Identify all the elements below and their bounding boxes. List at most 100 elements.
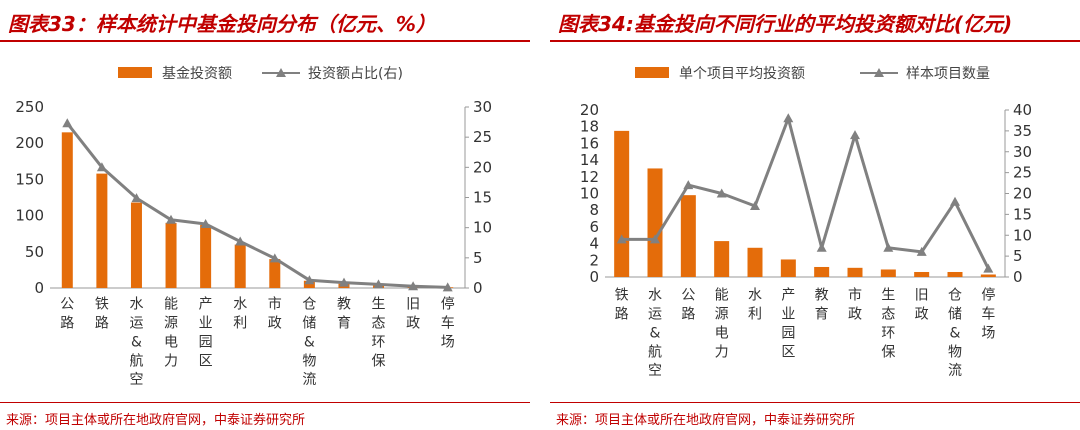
category-label: 旧政 — [406, 297, 420, 332]
chart-panel-right: 图表34:基金投向不同行业的平均投资额对比(亿元) 单个项目平均投资额 样本项目数… — [550, 0, 1080, 430]
category-label: 旧政 — [915, 288, 929, 323]
left-tick-label: 8 — [589, 201, 599, 219]
line-point — [783, 113, 794, 123]
series-line — [66, 122, 448, 289]
right-tick-label: 25 — [473, 128, 492, 146]
left-tick-label: 6 — [589, 218, 599, 236]
line-point — [616, 234, 627, 244]
chart-title: 图表34:基金投向不同行业的平均投资额对比(亿元) — [558, 12, 1013, 36]
left-tick-label: 50 — [25, 243, 44, 261]
left-tick-label: 10 — [580, 185, 599, 203]
bar — [814, 266, 830, 277]
left-tick-label: 2 — [589, 251, 599, 269]
line-point — [716, 188, 727, 198]
title-divider — [0, 40, 530, 42]
right-tick-label: 25 — [1013, 164, 1032, 182]
line-point — [408, 281, 419, 291]
bar — [914, 271, 930, 277]
right-tick-label: 20 — [473, 158, 492, 176]
series-line — [621, 116, 990, 270]
left-tick-label: 250 — [15, 98, 44, 116]
right-tick-label: 35 — [1013, 122, 1032, 140]
bar — [847, 267, 863, 277]
right-tick-label: 0 — [473, 279, 483, 297]
category-label: 生态环保 — [881, 288, 895, 361]
left-tick-label: 20 — [580, 101, 599, 119]
line-point — [304, 275, 315, 285]
line-point — [269, 253, 280, 263]
left-tick-label: 16 — [580, 134, 599, 152]
category-label: 能源电力 — [715, 288, 729, 361]
bar — [780, 259, 796, 277]
category-label: 铁路 — [615, 288, 629, 323]
title-divider — [550, 40, 1080, 42]
category-label: 水运&航空 — [648, 288, 662, 380]
line-point — [650, 234, 660, 244]
category-label: 停车场 — [441, 296, 455, 351]
left-tick-label: 0 — [34, 279, 44, 297]
legend-swatch-bar — [635, 67, 669, 78]
left-tick-label: 100 — [15, 207, 44, 225]
legend-label-bar: 单个项目平均投资额 — [679, 66, 805, 82]
line-point — [850, 130, 860, 140]
line-point — [96, 162, 107, 172]
line-point — [816, 242, 827, 252]
bar — [947, 271, 963, 277]
legend-label-line: 投资额占比(右) — [308, 66, 403, 82]
line-point — [200, 219, 211, 228]
category-label: 仓储&物流 — [948, 288, 962, 380]
line-point — [62, 118, 73, 128]
category-label: 水利 — [233, 297, 247, 332]
category-label: 教育 — [337, 297, 351, 332]
category-label: 能源电力 — [164, 297, 178, 370]
left-tick-label: 0 — [589, 268, 599, 286]
line-point — [235, 236, 246, 246]
right-tick-label: 10 — [473, 219, 492, 237]
chart-panel-left: 图表33：样本统计中基金投向分布（亿元、%） 基金投资额 投资额占比(右) 0 50 1… — [0, 0, 530, 430]
bar — [647, 168, 663, 277]
left-tick-label: 18 — [580, 118, 599, 136]
right-tick-label: 15 — [1013, 205, 1032, 223]
category-label: 市政 — [268, 296, 282, 332]
category-label: 仓储&物流 — [302, 297, 316, 389]
line-point — [883, 242, 894, 252]
left-tick-label: 200 — [15, 134, 44, 152]
bar — [303, 280, 315, 288]
chart-source: 来源：项目主体或所在地政府官网，中泰证券研究所 — [556, 413, 856, 428]
chart-svg-left: 基金投资额 投资额占比(右) 0 50 100 150 200 250 0 5 10 15 20 25 30… — [15, 65, 492, 389]
line-point — [131, 193, 142, 203]
line-point — [916, 246, 927, 256]
category-label: 停车场 — [981, 287, 995, 342]
category-label: 市政 — [848, 287, 862, 323]
bar — [61, 132, 73, 288]
line-point — [683, 180, 694, 190]
bar — [614, 130, 630, 277]
bar — [165, 222, 177, 288]
bar — [200, 225, 212, 288]
category-label: 教育 — [815, 288, 829, 323]
bar — [680, 195, 696, 277]
category-label: 水运&航空 — [129, 297, 143, 389]
bar — [714, 241, 730, 277]
category-label: 水利 — [748, 288, 762, 323]
left-tick-label: 4 — [589, 235, 599, 253]
line-point — [373, 279, 384, 289]
category-label: 产业园区 — [199, 297, 213, 370]
category-label: 公路 — [60, 297, 74, 332]
line-point — [442, 282, 453, 292]
category-label: 公路 — [681, 288, 695, 323]
left-tick-label: 14 — [580, 151, 599, 169]
category-label: 生态环保 — [372, 297, 386, 370]
bar — [980, 274, 996, 277]
right-tick-label: 5 — [1013, 247, 1023, 265]
bar — [130, 202, 142, 288]
line-point — [983, 263, 994, 273]
bar — [880, 269, 896, 277]
line-point — [750, 201, 760, 210]
left-tick-label: 12 — [580, 168, 599, 186]
source-divider — [550, 402, 1080, 403]
left-tick-label: 150 — [15, 170, 44, 188]
legend-label-bar: 基金投资额 — [162, 65, 232, 82]
bar — [269, 259, 281, 288]
bar — [747, 247, 763, 277]
